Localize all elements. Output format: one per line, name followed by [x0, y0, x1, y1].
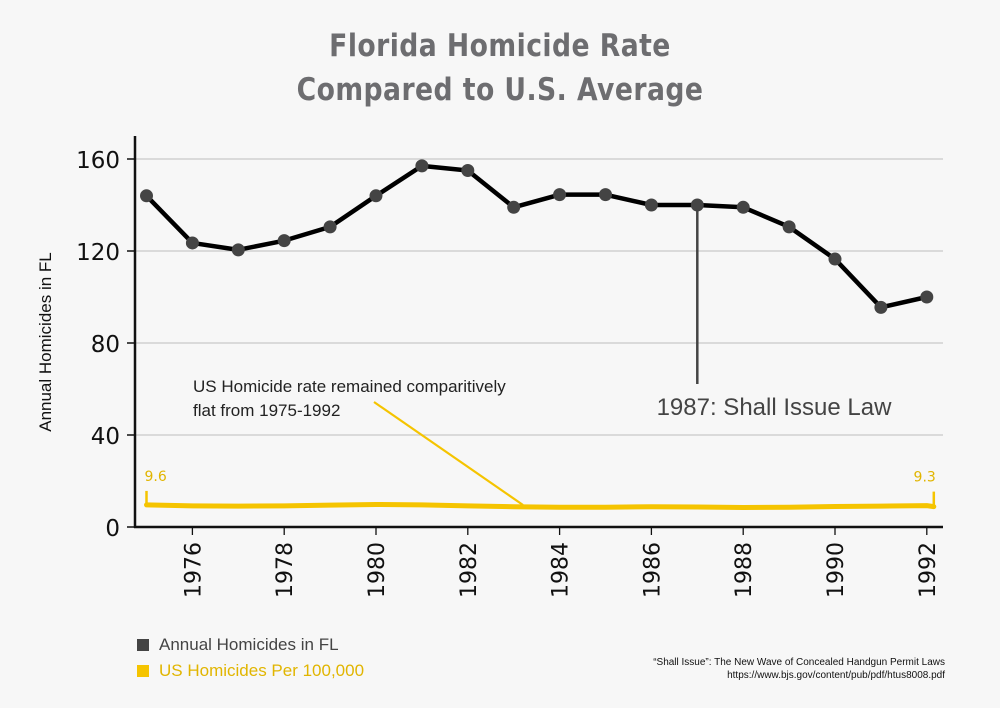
fl-data-point [782, 220, 796, 234]
x-tick-label: 1992 [916, 542, 941, 598]
gridlines [135, 158, 943, 436]
series-us-homicides: 9.6 9.3 [144, 469, 937, 510]
chart-title-line-1: Florida Homicide Rate [329, 28, 671, 64]
us-flat-leader-line [373, 401, 524, 506]
fl-series-line [144, 163, 928, 310]
x-tick-label: 1978 [273, 542, 298, 598]
source-note: “Shall Issue”: The New Wave of Concealed… [653, 656, 945, 682]
fl-data-point [553, 188, 567, 202]
fl-data-point [140, 189, 153, 203]
y-tick-label: 0 [105, 516, 120, 542]
fl-data-point [323, 220, 337, 234]
fl-data-point [277, 234, 291, 248]
legend-swatch-fl [137, 639, 149, 651]
chart-title: Florida Homicide Rate Compared to U.S. A… [70, 24, 930, 112]
fl-data-point [461, 164, 475, 177]
us-start-value-label: 9.6 [145, 469, 167, 485]
us-flat-annotation-line-1: US Homicide rate remained comparitively [193, 377, 506, 396]
fl-data-point [736, 200, 750, 214]
fl-data-point [415, 159, 429, 173]
x-tick-label: 1982 [457, 542, 482, 598]
fl-data-point [644, 198, 658, 212]
legend: Annual Homicides in FL US Homicides Per … [137, 632, 364, 684]
x-tick-label: 1980 [365, 542, 390, 598]
source-title: “Shall Issue”: The New Wave of Concealed… [653, 657, 945, 668]
y-axis-label: Annual Homicides in FL [36, 252, 55, 432]
fl-data-point [690, 198, 704, 212]
legend-item-fl: Annual Homicides in FL [137, 632, 364, 658]
axes [133, 136, 943, 529]
fl-data-point [369, 189, 383, 203]
us-end-value-label: 9.3 [914, 470, 936, 486]
us-flat-annotation-line-2: flat from 1975-1992 [193, 401, 340, 420]
law-annotation-label: 1987: Shall Issue Law [657, 394, 892, 421]
y-tick-label: 80 [91, 332, 120, 358]
legend-swatch-us [137, 665, 149, 677]
fl-data-point [920, 290, 934, 304]
series-fl-homicides [140, 159, 934, 314]
x-tick-label: 1986 [640, 542, 665, 598]
legend-label-us: US Homicides Per 100,000 [159, 661, 365, 680]
us-series-line [144, 501, 937, 510]
fl-data-point [599, 188, 612, 202]
x-tick-label: 1988 [732, 542, 757, 598]
x-tick-label: 1984 [549, 542, 574, 598]
annotations: 1987: Shall Issue Law US Homicide rate re… [193, 205, 892, 506]
x-tick-label: 1976 [181, 542, 206, 598]
chart-title-line-2: Compared to U.S. Average [296, 72, 704, 108]
source-url: https://www.bjs.gov/content/pub/pdf/htus… [727, 670, 945, 681]
fl-data-point [507, 200, 521, 214]
fl-data-point [828, 252, 842, 266]
fl-data-point [874, 300, 888, 314]
legend-item-us: US Homicides Per 100,000 [137, 658, 364, 684]
x-tick-label: 1990 [824, 542, 849, 598]
x-ticks: 1976 1978 1980 1982 1984 1986 1988 1990 1992 [181, 527, 941, 598]
fl-data-point [231, 243, 245, 257]
y-tick-label: 160 [76, 148, 120, 174]
y-tick-label: 120 [76, 240, 120, 266]
fl-data-point [185, 236, 199, 250]
y-tick-label: 40 [91, 424, 120, 450]
legend-label-fl: Annual Homicides in FL [159, 635, 339, 654]
y-ticks: 0 40 80 120 160 [76, 148, 135, 542]
